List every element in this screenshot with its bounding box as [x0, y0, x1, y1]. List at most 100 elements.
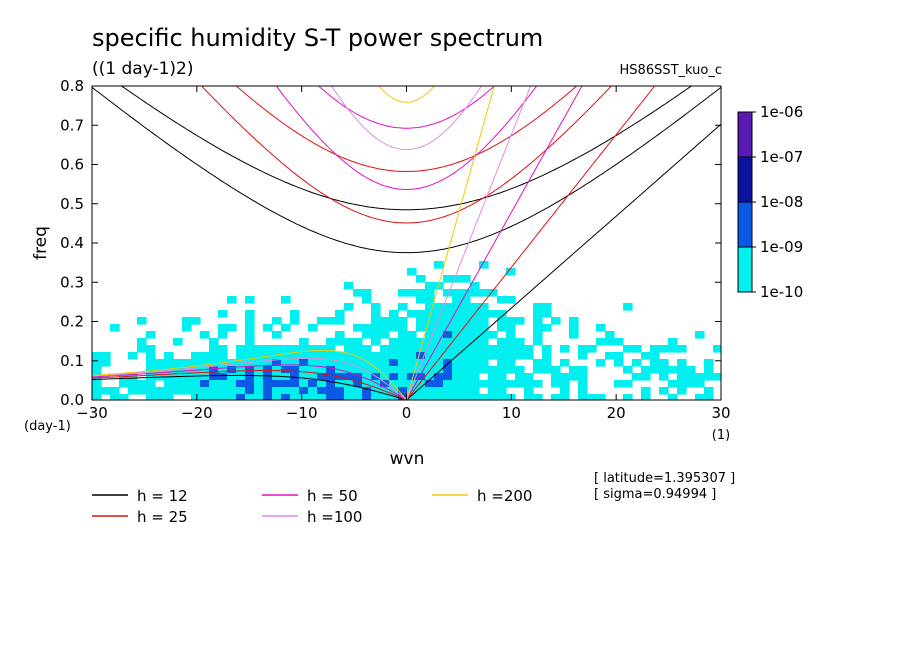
x-axis-label: wvn [390, 449, 425, 469]
spectrum-cell [461, 296, 471, 304]
spectrum-cell [515, 352, 525, 360]
spectrum-cell [479, 380, 489, 388]
spectrum-cell [407, 310, 417, 318]
spectrum-cell [218, 394, 228, 400]
spectrum-cell [677, 366, 687, 374]
spectrum-cell [371, 380, 381, 388]
spectrum-cell [659, 366, 669, 374]
spectrum-cell [182, 373, 192, 381]
spectrum-cell [191, 359, 201, 367]
spectrum-cell [434, 317, 444, 325]
spectrum-cell [281, 359, 291, 367]
spectrum-cell [344, 394, 354, 400]
spectrum-cell [128, 387, 138, 395]
spectrum-cell [623, 366, 633, 374]
spectrum-cell [479, 331, 489, 339]
spectrum-cell [578, 373, 588, 381]
spectrum-cell [317, 359, 327, 367]
spectrum-cell [245, 394, 255, 400]
spectrum-cell [182, 387, 192, 395]
spectrum-cell [182, 324, 192, 332]
kelvin-curve-h25 [406, 86, 656, 400]
spectrum-cell [677, 345, 687, 353]
spectrum-cell [470, 345, 480, 353]
spectrum-cell [200, 380, 210, 388]
spectrum-cell [299, 380, 309, 388]
spectrum-cell [209, 380, 219, 388]
spectrum-cell [488, 373, 498, 381]
spectrum-cell [308, 352, 318, 360]
spectrum-cell [425, 331, 435, 339]
spectrum-cell [407, 366, 417, 374]
spectrum-cell [353, 366, 363, 374]
spectrum-cell [254, 373, 264, 381]
spectrum-cell [605, 338, 615, 346]
spectrum-cell [317, 373, 327, 381]
spectrum-cell [470, 359, 480, 367]
spectrum-cell [452, 317, 462, 325]
spectrum-cell [488, 366, 498, 374]
spectrum-cell [470, 331, 480, 339]
spectrum-cell [578, 352, 588, 360]
spectrum-cell [308, 373, 318, 381]
spectrum-cell [461, 387, 471, 395]
spectrum-cell [371, 331, 381, 339]
spectrum-cell [470, 366, 480, 374]
spectrum-cell [362, 345, 372, 353]
spectrum-cell [479, 394, 489, 400]
spectrum-cell [434, 394, 444, 400]
spectrum-cell [641, 387, 651, 395]
spectrum-cell [443, 317, 453, 325]
ig1-curve-h25 [200, 86, 613, 224]
spectrum-cell [263, 373, 273, 381]
spectrum-cell [443, 380, 453, 388]
spectrum-cell [281, 366, 291, 374]
dispersion-curves [92, 86, 721, 400]
spectrum-cell [209, 373, 219, 381]
spectrum-cell [227, 373, 237, 381]
spectrum-cell [461, 373, 471, 381]
spectrum-cell [308, 380, 318, 388]
spectrum-cell [515, 317, 525, 325]
spectrum-cell [317, 387, 327, 395]
spectrum-cell [254, 359, 264, 367]
spectrum-cell [236, 366, 246, 374]
spectrum-cell [452, 338, 462, 346]
ig1-curve-h12 [92, 86, 721, 254]
spectrum-cell [272, 366, 282, 374]
spectrum-cell [164, 394, 174, 400]
spectrum-cell [623, 345, 633, 353]
spectrum-cell [299, 373, 309, 381]
spectrum-cell [443, 387, 453, 395]
spectrum-cell [398, 338, 408, 346]
spectrum-cell [182, 366, 192, 374]
spectrum-cell [299, 345, 309, 353]
spectrum-cell [308, 366, 318, 374]
spectrum-cell [614, 338, 624, 346]
spectrum-cell [146, 387, 156, 395]
spectrum-cell [191, 387, 201, 395]
spectrum-cell [416, 275, 426, 283]
spectrum-cell [542, 303, 552, 311]
spectrum-cell [461, 289, 471, 297]
spectrum-cell [434, 310, 444, 318]
spectrum-cell [542, 324, 552, 332]
spectrum-cell [398, 303, 408, 311]
spectrum-cell [461, 380, 471, 388]
rossby-curve-h12 [92, 374, 407, 400]
spectrum-cell [542, 345, 552, 353]
spectrum-cell [335, 352, 345, 360]
spectrum-cell [452, 275, 462, 283]
spectrum-cell [533, 394, 543, 400]
spectrum-cell [398, 387, 408, 395]
spectrum-cell [434, 387, 444, 395]
spectrum-cell [488, 289, 498, 297]
spectrum-cell [353, 387, 363, 395]
spectrum-cell [659, 359, 669, 367]
spectrum-cell [272, 380, 282, 388]
ig2-curve-h50 [317, 86, 496, 129]
spectrum-cell [434, 373, 444, 381]
spectrum-cell [362, 394, 372, 400]
y-unit: (day-1) [24, 419, 71, 434]
